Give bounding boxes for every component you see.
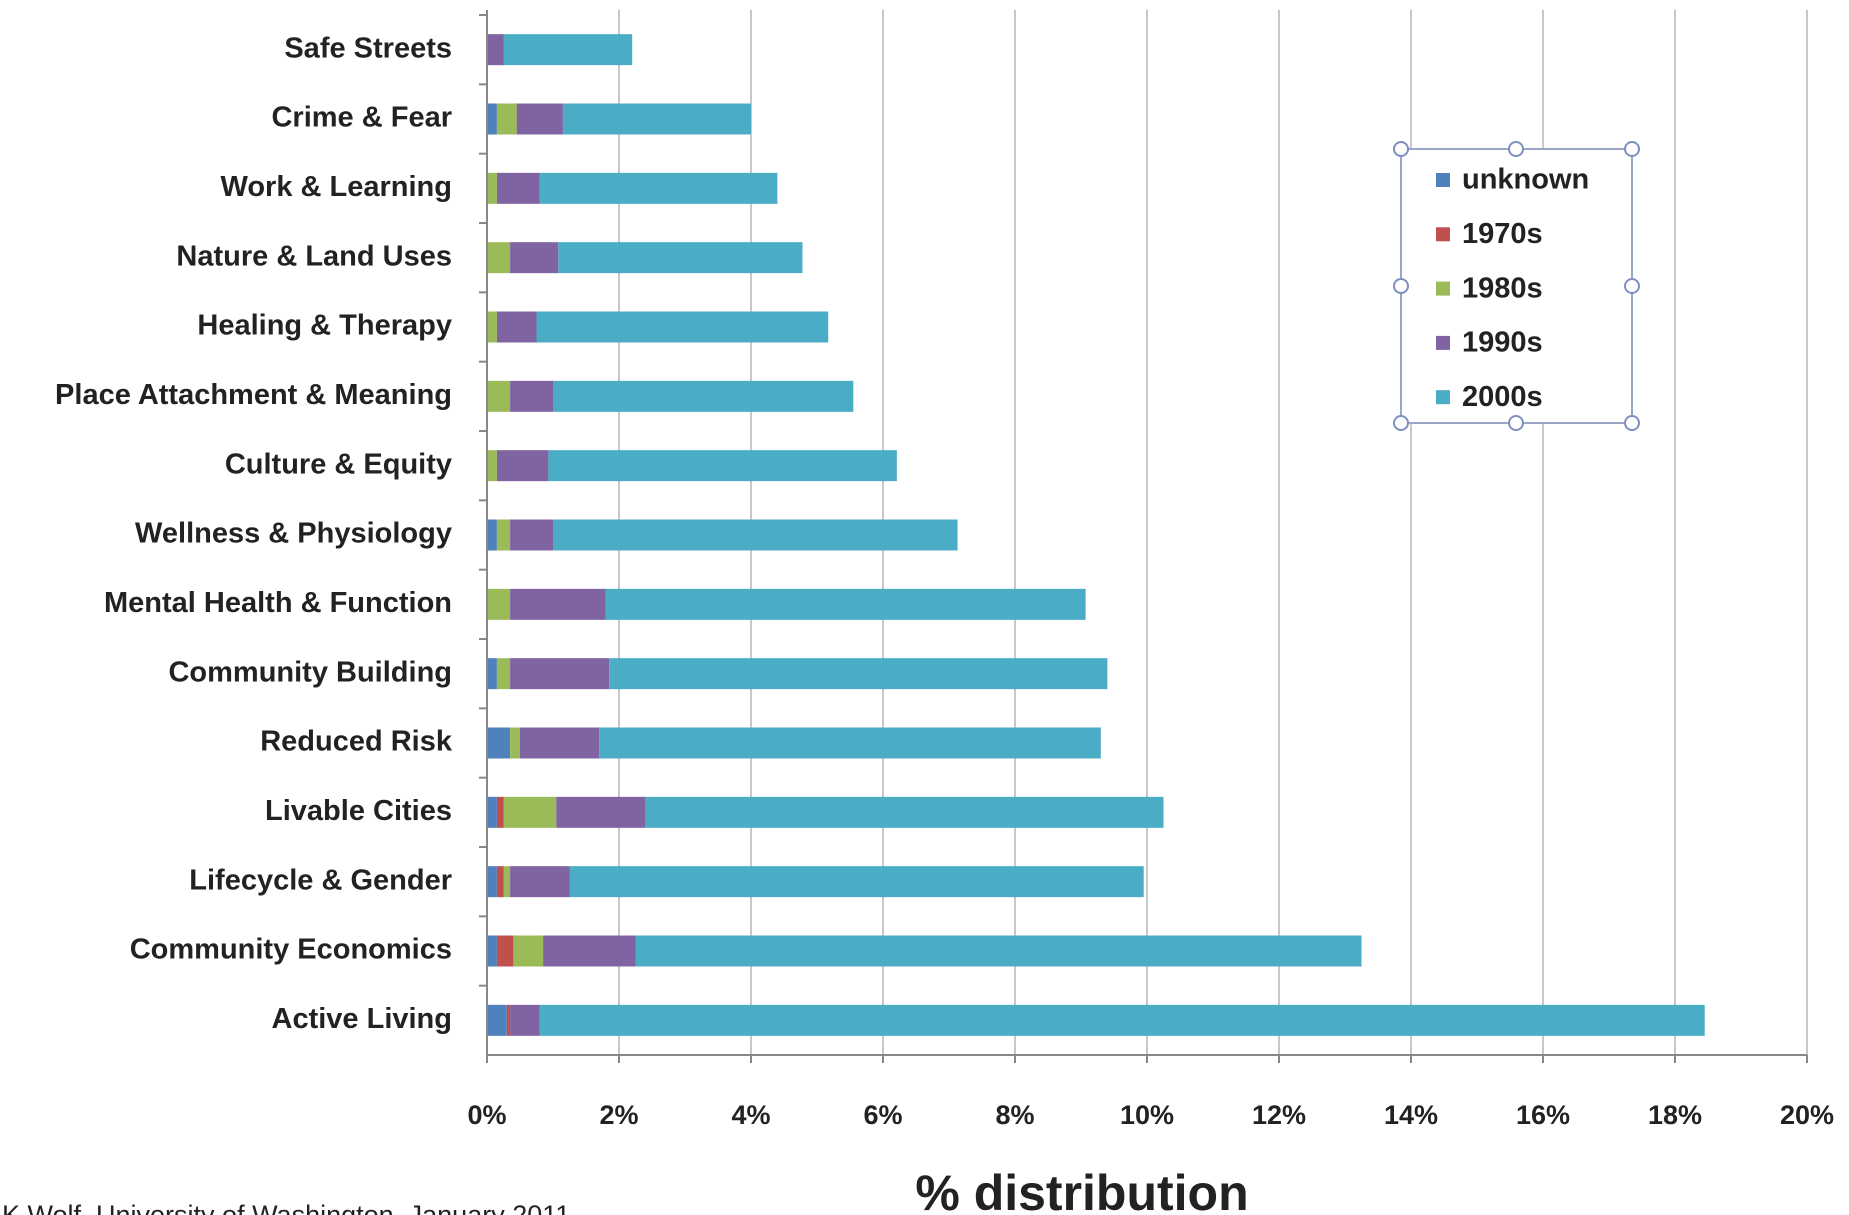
bar-segment [510,242,559,274]
selection-handles [1393,141,1640,431]
bar-segment [496,450,549,482]
bar-segment [539,172,778,204]
bar-segment [506,1004,511,1036]
x-tick-label: 6% [863,1100,902,1130]
bar-segment [513,935,544,967]
bar-segment [487,311,497,343]
x-axis-title: % distribution [915,1165,1248,1215]
bar-segment [487,172,497,204]
bar-segment [516,103,563,135]
legend-label: 2000s [1462,381,1543,413]
x-tick-label: 18% [1648,1100,1702,1130]
y-tick-label: Community Economics [130,934,452,966]
bar-segment [520,727,600,759]
bar-segment [503,34,633,66]
x-tick-label: 12% [1252,1100,1306,1130]
legend-label: 1970s [1462,218,1543,250]
bars [487,34,1705,1036]
bar-segment [556,796,646,828]
bar-segment [635,935,1362,967]
bar-segment [553,519,958,551]
legend-swatch [1436,173,1450,187]
bar-segment [539,1004,1705,1036]
bar-segment [496,935,514,967]
y-tick-label: Livable Cities [265,795,452,827]
x-tick-label: 8% [995,1100,1034,1130]
bar-segment [496,103,517,135]
bar-segment [496,866,504,898]
bar-segment [510,1004,540,1036]
bar-segment [503,796,557,828]
bar-segment [487,103,497,135]
bar-segment [536,311,829,343]
legend-swatch [1436,390,1450,405]
legend-swatch [1436,227,1450,242]
legend-label: unknown [1462,164,1589,196]
x-tick-label: 20% [1780,1100,1834,1130]
bar-segment [496,172,540,204]
y-tick-label: Nature & Land Uses [176,240,452,272]
y-tick-label: Lifecycle & Gender [189,864,452,896]
bar-segment [510,866,570,898]
bar-segment [496,519,511,551]
y-tick-label: Crime & Fear [271,102,452,134]
y-tick-label: Reduced Risk [260,726,453,758]
y-tick-label: Place Attachment & Meaning [55,379,452,411]
bar-segment [487,866,497,898]
legend: unknown 1970s 1980s 1990s 2000s [1436,164,1589,413]
bar-segment [510,519,553,551]
bar-segment [503,866,511,898]
labels: 0% 2% 4% 6% 8% 10% 12% 14% 16% 18% 20% Safe Streets… [55,32,1834,1130]
legend-label: 1990s [1462,327,1543,359]
x-tick-label: 4% [731,1100,770,1130]
y-tick-label: Community Building [168,656,452,688]
bar-segment [543,935,636,967]
bar-segment [487,588,511,620]
bar-segment [487,242,511,274]
y-tick-label: Active Living [272,1003,453,1035]
x-tick-label: 10% [1120,1100,1174,1130]
bar-segment [609,658,1108,690]
bar-segment [487,1004,507,1036]
bar-segment [562,103,751,135]
bar-segment [510,658,610,690]
bar-segment [487,658,497,690]
bar-segment [487,727,511,759]
y-tick-label: Wellness & Physiology [135,518,452,550]
y-tick-label: Work & Learning [221,171,453,203]
bar-segment [569,866,1144,898]
bar-segment [487,796,497,828]
bar-segment [487,450,497,482]
bar-segment [487,935,497,967]
bar-segment [510,588,606,620]
legend-swatch [1436,281,1450,296]
bar-segment [510,727,520,759]
bar-segment [599,727,1101,759]
x-tick-label: 14% [1384,1100,1438,1130]
legend-label: 1980s [1462,272,1543,304]
y-tick-label: Mental Health & Function [104,587,452,619]
bar-segment [510,380,553,412]
bar-segment [496,658,511,690]
y-tick-label: Safe Streets [284,32,452,64]
x-tick-label: 16% [1516,1100,1570,1130]
legend-swatch [1436,335,1450,350]
y-tick-label: Culture & Equity [225,448,452,480]
footnote: K Wolf, University of Washington, Januar… [2,1200,570,1215]
bar-segment [496,311,537,343]
bar-segment [496,796,504,828]
bar-segment [487,380,511,412]
bar-segment [605,588,1086,620]
bar-segment [548,450,897,482]
bar-segment [553,380,854,412]
y-tick-label: Healing & Therapy [197,310,452,342]
bar-segment [487,519,497,551]
bar-segment [645,796,1164,828]
bar-segment [487,34,504,66]
x-tick-label: 2% [599,1100,638,1130]
x-tick-label: 0% [467,1100,506,1130]
bar-segment [558,242,803,274]
